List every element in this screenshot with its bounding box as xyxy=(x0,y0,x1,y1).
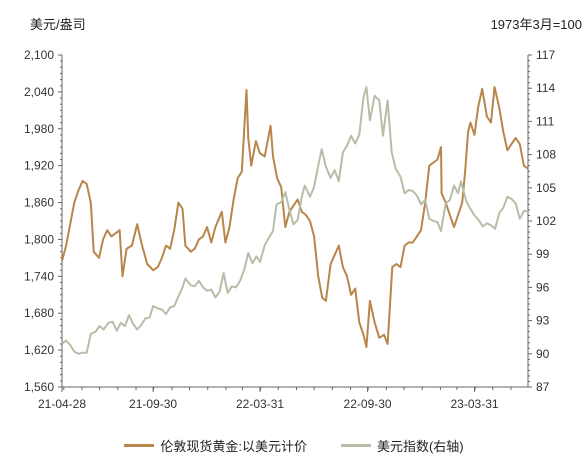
right-y-tick-label: 90 xyxy=(536,347,550,361)
x-tick-label: 21-04-28 xyxy=(38,397,86,411)
axes-group: 1,560 1,620 1,680 1,740 1,800 1,860 1,920 1,980… xyxy=(24,48,556,411)
x-tick-label: 23-03-31 xyxy=(451,397,499,411)
gold-price-line xyxy=(61,86,529,348)
left-y-tick-label: 1,680 xyxy=(24,306,54,320)
legend-item-dxy[interactable]: 美元指数(右轴) xyxy=(340,436,464,455)
legend-label-dxy: 美元指数(右轴) xyxy=(376,439,464,454)
legend: 伦敦现货黄金:以美元计价 美元指数(右轴) xyxy=(0,436,588,455)
left-y-tick-label: 1,620 xyxy=(24,343,54,357)
left-y-tick-label: 1,980 xyxy=(24,122,54,136)
x-tick-label: 22-09-30 xyxy=(344,397,392,411)
legend-item-gold[interactable]: 伦敦现货黄金:以美元计价 xyxy=(124,436,307,455)
left-y-tick-label: 1,560 xyxy=(24,380,54,394)
legend-swatch-dxy xyxy=(340,444,371,447)
right-y-tick-label: 99 xyxy=(536,247,550,261)
dual-axis-line-chart: 1,560 1,620 1,680 1,740 1,800 1,860 1,920 1,980… xyxy=(24,48,556,411)
right-y-tick-label: 96 xyxy=(536,280,550,294)
right-y-tick-label: 93 xyxy=(536,314,550,328)
right-axis-unit: 1973年3月=100 xyxy=(490,17,582,32)
dollar-index-line xyxy=(61,86,528,355)
right-y-tick-label: 87 xyxy=(536,380,550,394)
series-group xyxy=(61,86,529,355)
right-y-tick-label: 117 xyxy=(536,48,555,62)
x-tick-label: 22-03-31 xyxy=(236,397,284,411)
x-tick-label: 21-09-30 xyxy=(129,397,177,411)
left-y-tick-label: 2,040 xyxy=(24,85,54,99)
left-axis-unit: 美元/盎司 xyxy=(30,17,86,32)
legend-swatch-gold xyxy=(124,444,155,447)
legend-label-gold: 伦敦现货黄金:以美元计价 xyxy=(160,439,307,454)
left-y-tick-label: 1,920 xyxy=(24,159,54,173)
left-y-tick-label: 1,800 xyxy=(24,232,54,246)
right-y-tick-label: 102 xyxy=(536,214,556,228)
right-y-tick-label: 114 xyxy=(536,81,555,95)
right-y-tick-label: 108 xyxy=(536,148,556,162)
left-y-tick-label: 1,860 xyxy=(24,196,54,210)
right-y-tick-label: 111 xyxy=(536,114,555,128)
left-y-tick-label: 1,740 xyxy=(24,269,54,283)
right-y-tick-label: 105 xyxy=(536,181,556,195)
left-y-tick-label: 2,100 xyxy=(24,48,54,62)
